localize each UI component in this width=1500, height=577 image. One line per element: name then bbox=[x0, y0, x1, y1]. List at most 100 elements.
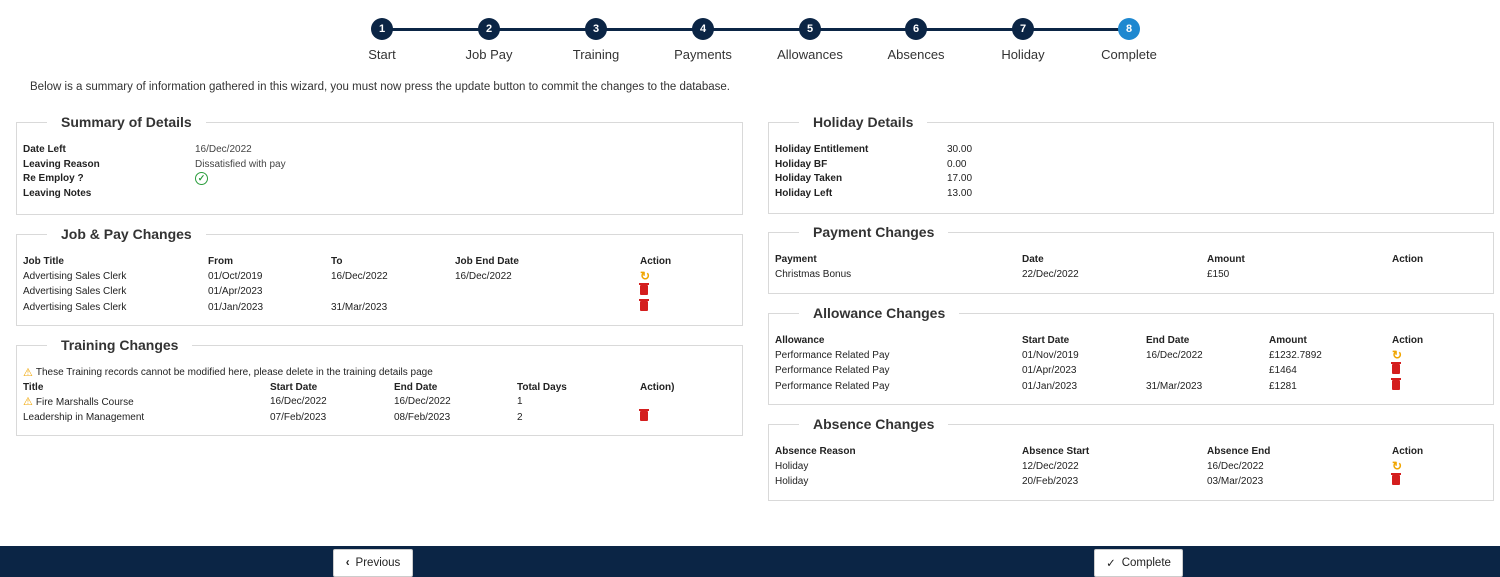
table-row: ⚠ Fire Marshalls Course 16/Dec/2022 16/De… bbox=[23, 395, 736, 411]
step-absences[interactable]: 6 Absences bbox=[861, 18, 971, 62]
from-cell: 01/Apr/2023 bbox=[208, 286, 263, 297]
table-row: Performance Related Pay 01/Jan/2023 31/M… bbox=[775, 377, 1487, 396]
refresh-icon[interactable]: ↻ bbox=[1392, 347, 1403, 362]
table-row: Performance Related Pay 01/Nov/2019 16/D… bbox=[775, 349, 1487, 365]
warning-icon: ⚠ bbox=[23, 396, 33, 408]
previous-button[interactable]: ‹ Previous bbox=[333, 549, 413, 577]
col-from: From bbox=[208, 256, 233, 267]
col-action: Action bbox=[1392, 446, 1424, 457]
holiday-panel: Holiday Details Holiday Entitlement 30.00… bbox=[768, 114, 1494, 214]
step-label: Training bbox=[572, 47, 620, 62]
training-title: Training Changes bbox=[47, 337, 193, 353]
step-number: 1 bbox=[371, 18, 393, 40]
action-cell: ↻ bbox=[1392, 460, 1402, 476]
col-title: Title bbox=[23, 381, 44, 393]
step-number: 6 bbox=[905, 18, 927, 40]
step-number: 3 bbox=[585, 18, 607, 40]
summary-title: Summary of Details bbox=[47, 114, 206, 130]
footer-bar bbox=[0, 546, 1500, 577]
start-cell: 01/Jan/2023 bbox=[1022, 380, 1078, 392]
trash-icon[interactable] bbox=[639, 408, 649, 421]
table-row: Holiday 12/Dec/2022 16/Dec/2022 ↻ bbox=[775, 460, 1487, 476]
col-date: Date bbox=[1022, 254, 1044, 265]
step-allowances[interactable]: 5 Allowances bbox=[755, 18, 865, 62]
amount-cell: £1232.7892 bbox=[1269, 349, 1322, 361]
training-warning-text: These Training records cannot be modifie… bbox=[35, 367, 433, 378]
col-action: Action bbox=[1392, 335, 1424, 346]
start-cell: 01/Nov/2019 bbox=[1022, 349, 1079, 361]
allowance-cell: Performance Related Pay bbox=[775, 349, 890, 361]
step-label: Start bbox=[368, 47, 396, 62]
absence-title: Absence Changes bbox=[799, 416, 949, 432]
trash-icon[interactable] bbox=[1391, 473, 1401, 485]
action-cell: ↻ bbox=[640, 270, 650, 286]
trash-icon[interactable] bbox=[639, 298, 649, 311]
entitlement-label: Holiday Entitlement bbox=[775, 144, 869, 155]
warning-icon: ⚠ bbox=[23, 367, 33, 379]
step-job-pay[interactable]: 2 Job Pay bbox=[434, 18, 544, 62]
days-cell: 2 bbox=[517, 411, 523, 423]
refresh-icon[interactable]: ↻ bbox=[1392, 458, 1403, 473]
step-payments[interactable]: 4 Payments bbox=[648, 18, 758, 62]
trash-icon[interactable] bbox=[1391, 377, 1401, 390]
step-label: Payments bbox=[674, 47, 732, 62]
table-row: Christmas Bonus 22/Dec/2022 £150 bbox=[775, 268, 1487, 283]
allowance-cell: Performance Related Pay bbox=[775, 365, 890, 376]
col-allowance: Allowance bbox=[775, 335, 825, 346]
col-action: Action bbox=[640, 256, 672, 267]
chevron-left-icon: ‹ bbox=[345, 557, 350, 569]
bf-label: Holiday BF bbox=[775, 158, 828, 170]
training-warning: ⚠ These Training records cannot be modifi… bbox=[23, 366, 736, 381]
job-title-cell: Advertising Sales Clerk bbox=[23, 286, 127, 297]
action-cell bbox=[1391, 362, 1401, 380]
absence-header: Absence Reason Absence Start Absence End… bbox=[775, 445, 1487, 460]
allowance-header: Allowance Start Date End Date Amount Act… bbox=[775, 334, 1487, 349]
leaving-reason-value: Dissatisfied with pay bbox=[195, 158, 286, 170]
step-training[interactable]: 3 Training bbox=[541, 18, 651, 62]
action-cell bbox=[639, 298, 649, 317]
col-start-date: Start Date bbox=[1022, 335, 1070, 346]
training-panel: Training Changes ⚠ These Training records… bbox=[16, 337, 743, 436]
end-cell: 16/Dec/2022 bbox=[394, 396, 451, 407]
step-number: 7 bbox=[1012, 18, 1034, 40]
trash-icon[interactable] bbox=[639, 283, 649, 295]
action-cell bbox=[639, 408, 649, 427]
step-number: 4 bbox=[692, 18, 714, 40]
payment-cell: Christmas Bonus bbox=[775, 268, 852, 280]
end-cell: 31/Mar/2023 bbox=[1146, 380, 1203, 392]
trash-icon[interactable] bbox=[1391, 362, 1401, 374]
end-date-cell: 16/Dec/2022 bbox=[455, 270, 512, 282]
payment-panel: Payment Changes Payment Date Amount Acti… bbox=[768, 224, 1494, 294]
step-start[interactable]: 1 Start bbox=[327, 18, 437, 62]
step-complete[interactable]: 8 Complete bbox=[1074, 18, 1184, 62]
title-cell: ⚠ Fire Marshalls Course bbox=[23, 395, 270, 411]
step-label: Holiday bbox=[1001, 47, 1045, 62]
refresh-icon[interactable]: ↻ bbox=[640, 268, 651, 283]
start-cell: 07/Feb/2023 bbox=[270, 411, 327, 423]
summary-panel: Summary of Details Date Left 16/Dec/2022 … bbox=[16, 114, 743, 215]
col-action: Action bbox=[1392, 254, 1424, 265]
action-cell bbox=[1391, 377, 1401, 396]
leaving-notes-label: Leaving Notes bbox=[23, 187, 92, 199]
step-label: Absences bbox=[887, 47, 945, 62]
end-cell: 16/Dec/2022 bbox=[1146, 349, 1203, 361]
end-cell: 08/Feb/2023 bbox=[394, 411, 451, 423]
to-cell bbox=[331, 285, 455, 301]
re-employ-value: ✓ bbox=[195, 172, 208, 187]
step-holiday[interactable]: 7 Holiday bbox=[968, 18, 1078, 62]
start-cell: 20/Feb/2023 bbox=[1022, 476, 1079, 487]
start-cell: 16/Dec/2022 bbox=[270, 396, 327, 407]
complete-button[interactable]: ✓ Complete bbox=[1094, 549, 1183, 577]
job-pay-title: Job & Pay Changes bbox=[47, 226, 206, 242]
re-employ-label: Re Employ ? bbox=[23, 173, 84, 184]
training-header: Title Start Date End Date Total Days Act… bbox=[23, 381, 736, 396]
step-number: 8 bbox=[1118, 18, 1140, 40]
to-cell: 16/Dec/2022 bbox=[331, 270, 388, 282]
payment-header: Payment Date Amount Action bbox=[775, 253, 1487, 268]
col-absence-start: Absence Start bbox=[1022, 446, 1090, 457]
job-title-cell: Advertising Sales Clerk bbox=[23, 301, 127, 313]
start-cell: 01/Apr/2023 bbox=[1022, 365, 1077, 376]
table-row: Performance Related Pay 01/Apr/2023 £146… bbox=[775, 362, 1487, 380]
col-job-end-date: Job End Date bbox=[455, 256, 519, 267]
intro-text: Below is a summary of information gather… bbox=[30, 81, 730, 93]
